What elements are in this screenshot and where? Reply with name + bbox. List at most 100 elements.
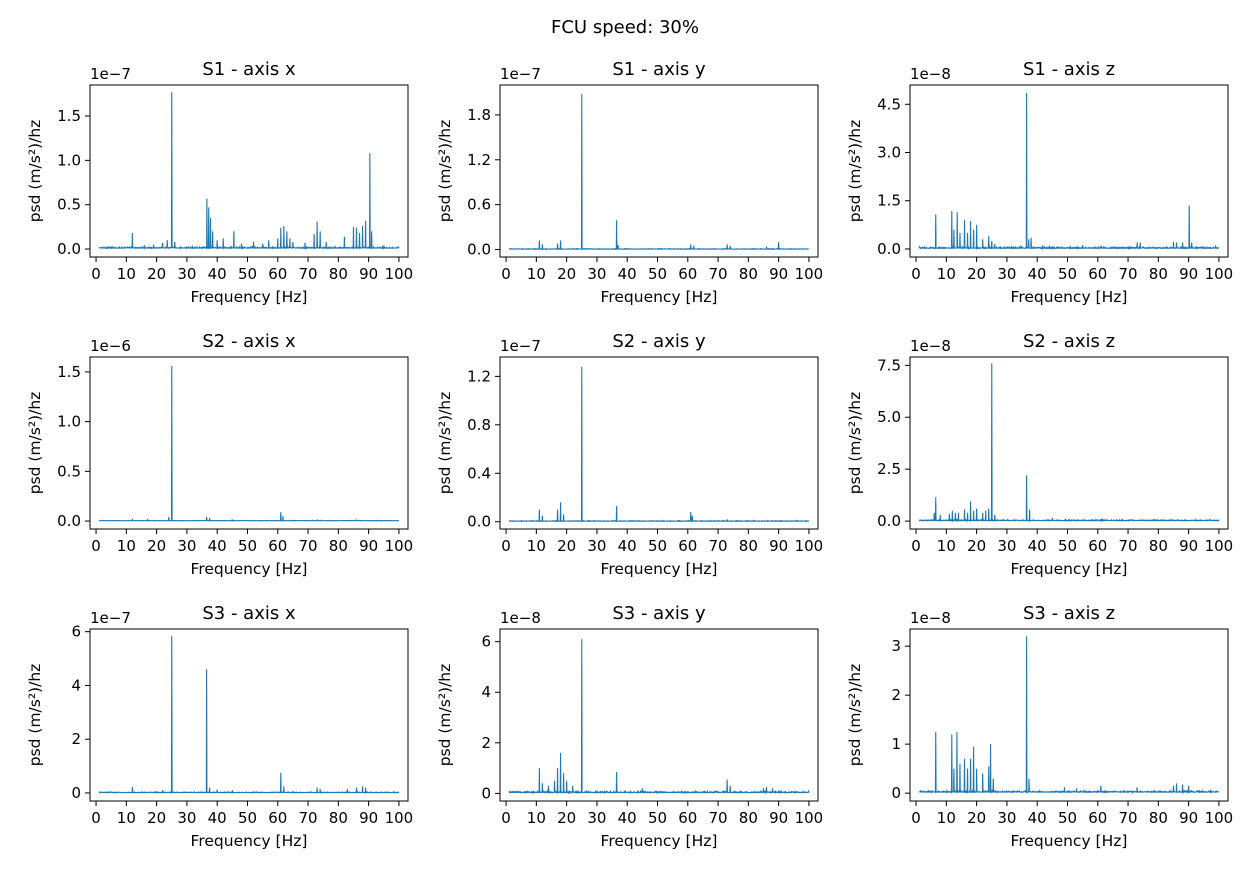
x-tick-label: 60	[1088, 809, 1107, 827]
x-tick-label: 50	[648, 537, 667, 555]
x-axis-label: Frequency [Hz]	[601, 288, 718, 306]
plot-frame	[909, 356, 1229, 530]
plot-frame	[909, 628, 1229, 802]
y-tick-label: 0.0	[877, 512, 901, 530]
subplot-title: S3 - axis z	[1023, 603, 1115, 624]
x-tick-label: 90	[359, 537, 378, 555]
x-tick-label: 30	[587, 537, 606, 555]
x-tick-label: 0	[911, 809, 921, 827]
x-tick-label: 20	[147, 537, 166, 555]
subplot-2: 0 10 20 30 40 50 60 70 80 90 100 0.0 0.6 1.2 1.8 1e−7 S1…	[436, 59, 823, 306]
x-tick-label: 40	[1028, 265, 1047, 283]
y-tick-label: 2.5	[877, 460, 901, 478]
y-axis-label: psd (m/s²)/hz	[846, 392, 864, 495]
x-tick-label: 40	[618, 809, 637, 827]
x-tick-label: 50	[238, 265, 257, 283]
x-axis-label: Frequency [Hz]	[1011, 288, 1128, 306]
x-tick-label: 70	[709, 265, 728, 283]
x-tick-label: 20	[557, 809, 576, 827]
y-axis-label: psd (m/s²)/hz	[26, 392, 44, 495]
x-tick-label: 100	[1205, 265, 1234, 283]
x-tick-label: 0	[91, 265, 101, 283]
y-tick-label: 0.4	[467, 464, 491, 482]
x-tick-label: 100	[795, 537, 824, 555]
subplot-title: S2 - axis z	[1023, 331, 1115, 352]
x-tick-label: 30	[177, 809, 196, 827]
x-tick-label: 70	[1119, 537, 1138, 555]
x-tick-label: 100	[385, 265, 414, 283]
x-tick-label: 70	[1119, 809, 1138, 827]
x-tick-label: 40	[208, 809, 227, 827]
x-tick-label: 30	[997, 537, 1016, 555]
figure-suptitle: FCU speed: 30%	[551, 17, 699, 38]
y-axis-label: psd (m/s²)/hz	[846, 664, 864, 767]
x-tick-label: 100	[1205, 809, 1234, 827]
x-tick-label: 40	[618, 265, 637, 283]
y-tick-label: 2	[481, 734, 491, 752]
subplot-title: S1 - axis z	[1023, 59, 1115, 80]
x-tick-label: 90	[359, 265, 378, 283]
x-tick-label: 90	[769, 265, 788, 283]
x-tick-label: 90	[1179, 265, 1198, 283]
y-tick-label: 1.0	[57, 413, 81, 431]
psd-series-line	[508, 366, 810, 524]
x-tick-label: 50	[238, 537, 257, 555]
x-tick-label: 90	[1179, 537, 1198, 555]
x-tick-label: 100	[385, 809, 414, 827]
y-offset-label: 1e−8	[910, 65, 951, 83]
x-tick-label: 60	[1088, 265, 1107, 283]
y-tick-label: 4	[71, 676, 81, 694]
y-axis-label: psd (m/s²)/hz	[846, 120, 864, 223]
y-tick-label: 0	[891, 784, 901, 802]
y-tick-label: 0.0	[877, 240, 901, 258]
x-tick-label: 30	[997, 265, 1016, 283]
x-tick-label: 0	[911, 537, 921, 555]
x-tick-label: 20	[557, 265, 576, 283]
x-tick-label: 70	[299, 265, 318, 283]
y-offset-label: 1e−7	[500, 337, 541, 355]
x-tick-label: 0	[501, 809, 511, 827]
y-tick-label: 1.8	[467, 106, 491, 124]
x-tick-label: 60	[268, 265, 287, 283]
y-tick-label: 2	[71, 730, 81, 748]
x-axis-label: Frequency [Hz]	[191, 832, 308, 850]
x-tick-label: 60	[1088, 537, 1107, 555]
x-tick-label: 20	[967, 809, 986, 827]
x-tick-label: 50	[1058, 265, 1077, 283]
plot-frame	[909, 84, 1229, 258]
x-tick-label: 90	[769, 537, 788, 555]
subplot-3: 0 10 20 30 40 50 60 70 80 90 100 0.0 1.5 3.0 4.5 1e−8 S1…	[846, 59, 1233, 306]
x-axis-label: Frequency [Hz]	[601, 560, 718, 578]
y-offset-label: 1e−7	[500, 65, 541, 83]
x-tick-label: 80	[739, 265, 758, 283]
y-axis-label: psd (m/s²)/hz	[26, 664, 44, 767]
x-tick-label: 30	[997, 809, 1016, 827]
x-axis-label: Frequency [Hz]	[191, 288, 308, 306]
x-tick-label: 80	[329, 809, 348, 827]
x-tick-label: 50	[648, 265, 667, 283]
psd-series-line	[98, 635, 400, 795]
y-axis-label: psd (m/s²)/hz	[436, 120, 454, 223]
plot-frame	[499, 356, 819, 530]
psd-series-line	[918, 93, 1219, 251]
x-tick-label: 70	[1119, 265, 1138, 283]
psd-series-line	[508, 93, 809, 251]
y-tick-label: 2	[891, 686, 901, 704]
subplot-9: 0 10 20 30 40 50 60 70 80 90 100 0 1 2 3 1e−8 S3 - axis …	[846, 603, 1233, 850]
subplot-title: S1 - axis x	[202, 59, 296, 80]
subplot-title: S3 - axis y	[612, 603, 706, 624]
y-tick-label: 7.5	[877, 356, 901, 374]
x-tick-label: 60	[678, 809, 697, 827]
x-tick-label: 50	[238, 809, 257, 827]
x-tick-label: 0	[91, 809, 101, 827]
subplot-title: S2 - axis y	[612, 331, 706, 352]
x-tick-label: 30	[177, 265, 196, 283]
y-tick-label: 0	[71, 784, 81, 802]
x-axis-label: Frequency [Hz]	[1011, 560, 1128, 578]
y-tick-label: 6	[481, 633, 491, 651]
y-tick-label: 0.0	[467, 241, 491, 259]
x-tick-label: 40	[1028, 809, 1047, 827]
x-tick-label: 70	[299, 809, 318, 827]
